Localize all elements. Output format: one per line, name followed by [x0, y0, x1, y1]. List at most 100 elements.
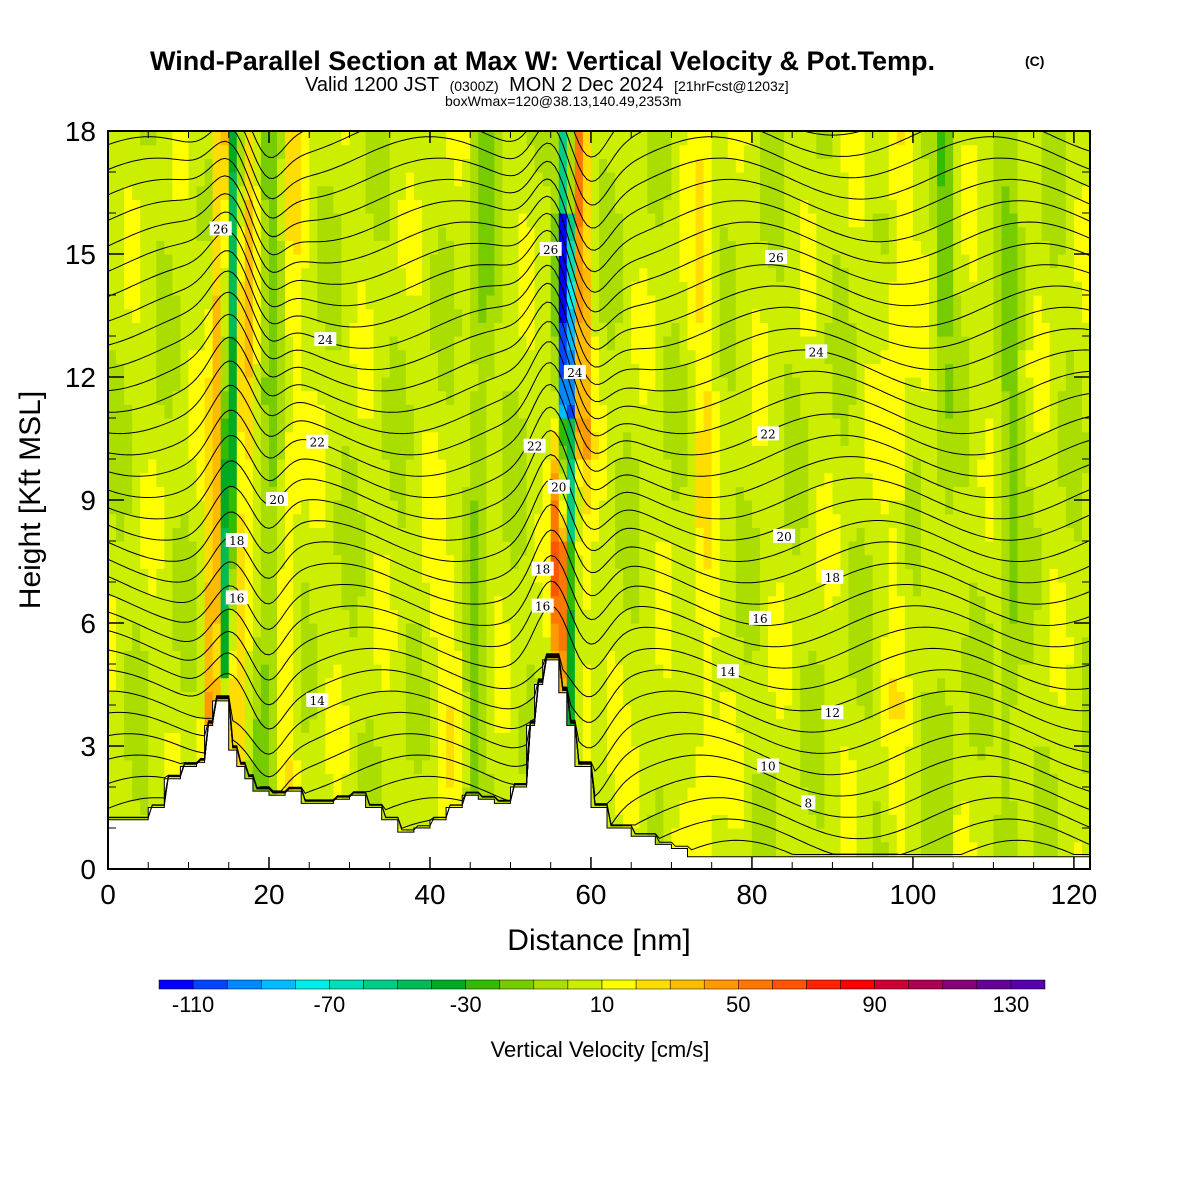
w-cell: [776, 185, 785, 200]
w-cell: [502, 472, 512, 487]
w-cell: [349, 308, 359, 323]
w-cell: [228, 513, 238, 528]
w-cell: [631, 267, 640, 282]
w-cell: [623, 787, 632, 802]
w-cell: [623, 746, 632, 761]
w-cell: [140, 240, 149, 255]
w-cell: [349, 664, 359, 679]
w-cell: [293, 568, 302, 583]
w-cell: [244, 349, 254, 364]
w-cell: [574, 691, 584, 706]
w-cell: [260, 759, 270, 774]
w-cell: [381, 732, 391, 747]
w-cell: [454, 732, 463, 747]
w-cell: [743, 650, 753, 665]
w-cell: [285, 322, 294, 337]
w-cell: [542, 281, 552, 296]
w-cell: [421, 377, 431, 392]
w-cell: [526, 254, 536, 269]
w-cell: [518, 131, 528, 146]
w-cell: [719, 199, 729, 214]
w-cell: [848, 828, 858, 843]
w-cell: [438, 185, 447, 200]
w-cell: [470, 185, 479, 200]
w-cell: [768, 718, 777, 733]
w-cell: [590, 322, 600, 337]
w-cell: [816, 377, 825, 392]
w-cell: [108, 363, 117, 378]
w-cell: [357, 131, 367, 146]
w-cell: [695, 254, 705, 269]
w-cell: [743, 254, 753, 269]
w-cell: [623, 390, 632, 405]
w-cell: [776, 418, 785, 433]
w-cell: [108, 746, 117, 761]
w-cell: [309, 677, 318, 692]
w-cell: [502, 787, 512, 802]
w-cell: [462, 691, 471, 706]
w-cell: [317, 445, 326, 460]
w-cell: [260, 718, 270, 733]
w-cell: [574, 349, 584, 364]
w-cell: [301, 158, 310, 173]
w-cell: [228, 281, 238, 296]
w-cell: [590, 664, 600, 679]
w-cell: [768, 349, 777, 364]
w-cell: [285, 172, 294, 187]
w-cell: [727, 814, 737, 829]
w-cell: [454, 759, 463, 774]
w-cell: [446, 732, 455, 747]
w-cell: [655, 595, 664, 610]
w-cell: [832, 158, 842, 173]
w-cell: [462, 595, 471, 610]
w-cell: [405, 677, 415, 692]
w-cell: [639, 500, 648, 515]
w-cell: [196, 267, 206, 282]
w-cell: [397, 582, 407, 597]
w-cell: [132, 377, 141, 392]
w-cell: [808, 199, 817, 214]
w-cell: [365, 363, 375, 378]
w-cell: [574, 500, 584, 515]
w-cell: [301, 131, 310, 146]
w-cell: [735, 691, 745, 706]
w-cell: [421, 213, 431, 228]
w-cell: [478, 144, 487, 159]
w-cell: [647, 828, 656, 843]
w-cell: [550, 390, 560, 405]
w-cell: [639, 404, 648, 419]
w-cell: [607, 254, 616, 269]
w-cell: [349, 650, 359, 665]
w-cell: [848, 582, 858, 597]
w-cell: [268, 595, 278, 610]
w-cell: [703, 240, 713, 255]
w-cell: [108, 691, 117, 706]
w-cell: [623, 650, 632, 665]
w-cell: [470, 582, 479, 597]
w-cell: [470, 459, 479, 474]
w-cell: [759, 554, 769, 569]
w-cell: [373, 541, 383, 556]
w-cell: [373, 322, 383, 337]
w-cell: [711, 582, 721, 597]
w-cell: [260, 773, 270, 788]
w-cell: [590, 623, 600, 638]
w-cell: [268, 650, 278, 665]
w-cell: [599, 226, 608, 241]
w-cell: [623, 459, 632, 474]
w-cell: [381, 746, 391, 761]
w-cell: [615, 445, 624, 460]
w-cell: [244, 650, 254, 665]
w-cell: [244, 664, 254, 679]
w-cell: [494, 595, 504, 610]
w-cell: [623, 554, 632, 569]
w-cell: [373, 513, 383, 528]
w-cell: [671, 650, 681, 665]
w-cell: [615, 213, 624, 228]
w-cell: [108, 377, 117, 392]
w-cell: [590, 281, 600, 296]
w-cell: [260, 582, 270, 597]
w-cell: [454, 336, 463, 351]
w-cell: [180, 568, 190, 583]
